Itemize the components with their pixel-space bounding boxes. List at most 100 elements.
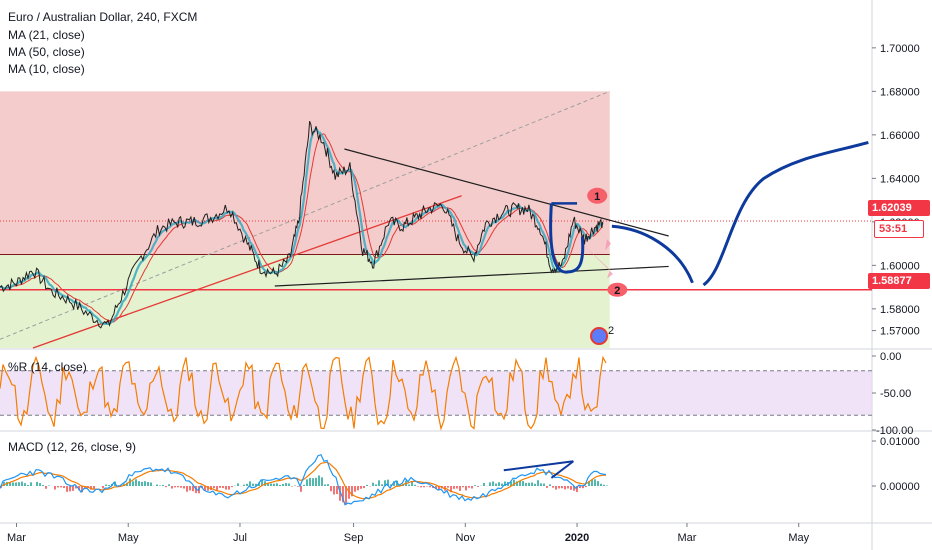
macd-histogram-bar — [204, 486, 206, 491]
macd-histogram-bar — [429, 486, 431, 488]
macd-histogram-bar — [489, 482, 491, 486]
macd-histogram-bar — [129, 478, 131, 486]
descending-trendline — [344, 148, 669, 237]
legend-ma50[interactable]: MA (50, close) — [8, 45, 85, 59]
macd-histogram-bar — [546, 486, 548, 488]
macd-histogram-bar — [216, 486, 218, 491]
macd-histogram-bar — [54, 486, 56, 490]
macd-histogram-bar — [543, 483, 545, 486]
macd-histogram-bar — [519, 480, 521, 486]
macd-histogram-bar — [93, 486, 95, 490]
price-tick-label: 1.60000 — [880, 260, 920, 272]
macd-histogram-bar — [39, 483, 41, 486]
macd-histogram-bar — [408, 484, 410, 486]
macd-histogram-bar — [582, 486, 584, 489]
macd-histogram-bar — [159, 485, 161, 486]
macd-histogram-bar — [348, 486, 350, 499]
macd-histogram-bar — [540, 483, 542, 486]
time-tick-label: Sep — [344, 532, 364, 544]
macd-divergence-lower — [550, 460, 574, 479]
macd-pane-label[interactable]: MACD (12, 26, close, 9) — [8, 440, 137, 454]
macd-histogram-bar — [177, 486, 179, 488]
macd-histogram-bar — [57, 486, 59, 488]
macd-histogram-bar — [66, 486, 68, 492]
macd-histogram-bar — [192, 486, 194, 492]
macd-histogram-bar — [9, 482, 11, 486]
macd-histogram-bar — [504, 481, 506, 486]
macd-histogram-bar — [225, 486, 227, 490]
macd-histogram-bar — [162, 484, 164, 486]
macd-histogram-bar — [63, 486, 65, 489]
macd-line — [0, 453, 607, 506]
williams-pane-label[interactable]: %R (14, close) — [8, 360, 87, 374]
macd-histogram-bar — [453, 486, 455, 489]
macd-histogram-bar — [78, 486, 80, 491]
macd-histogram-bar — [144, 481, 146, 486]
macd-histogram-bar — [108, 484, 110, 486]
macd-histogram-bar — [291, 486, 293, 487]
legend-ma10[interactable]: MA (10, close) — [8, 62, 85, 76]
macd-histogram-bar — [336, 486, 338, 494]
macd-histogram-bar — [147, 482, 149, 486]
price-tick-label: 1.58000 — [880, 304, 920, 316]
macd-histogram-bar — [462, 486, 464, 488]
macd-histogram-bar — [591, 479, 593, 486]
macd-histogram-bar — [381, 484, 383, 486]
macd-histogram-bar — [384, 480, 386, 486]
macd-histogram-bar — [474, 485, 476, 486]
macd-histogram-bar — [552, 486, 554, 488]
macd-histogram-bar — [48, 485, 50, 486]
macd-histogram-bar — [87, 486, 89, 488]
trend-lines — [0, 90, 872, 349]
macd-histogram-bar — [297, 486, 299, 487]
chart-title: Euro / Australian Dollar, 240, FXCM — [8, 10, 198, 24]
countdown-tag: 53:51 — [874, 220, 924, 238]
annotations-layer: 1 2 2 — [503, 141, 869, 479]
cup-pattern — [549, 203, 585, 274]
macd-histogram-bar — [531, 482, 533, 486]
macd-histogram-bar — [213, 486, 215, 489]
macd-histogram-bar — [513, 479, 515, 486]
macd-histogram-bar — [138, 481, 140, 486]
macd-histogram-bar — [156, 484, 158, 486]
macd-histogram-bar — [492, 481, 494, 486]
macd-histogram-bar — [42, 484, 44, 486]
marker-1-label: 1 — [594, 191, 600, 203]
macd-histogram-bar — [525, 482, 527, 486]
time-tick-label: Jul — [233, 532, 247, 544]
macd-histogram-bar — [345, 486, 347, 505]
macd-histogram-bar — [45, 486, 47, 489]
macd-histogram-bar — [561, 486, 563, 489]
macd-histogram-bar — [81, 486, 83, 493]
macd-histogram-bar — [423, 486, 425, 488]
macd-histogram-bar — [18, 482, 20, 486]
macd-histogram-bar — [249, 481, 251, 486]
macd-histogram-bar — [255, 483, 257, 486]
last-price-tag: 1.62039 — [868, 200, 930, 216]
macd-histogram-bar — [576, 486, 578, 493]
macd-histogram-bar — [372, 482, 374, 486]
macd-histogram-bar — [318, 475, 320, 486]
williams-line — [0, 355, 607, 431]
macd-histogram-bar — [498, 482, 500, 486]
macd-histogram-bar — [420, 486, 422, 488]
legend-ma21[interactable]: MA (21, close) — [8, 28, 85, 42]
macd-histogram-bar — [378, 480, 380, 486]
macd-histogram-bar — [588, 481, 590, 486]
macd-histogram-bar — [333, 486, 335, 495]
macd-histogram-bar — [267, 482, 269, 486]
price-axis: 1.700001.680001.660001.640001.620001.600… — [7, 43, 920, 544]
level-price-tag: 1.58877 — [868, 273, 930, 289]
macd-histogram-bar — [549, 484, 551, 486]
macd-histogram-bar — [276, 483, 278, 486]
macd-histogram-bar — [339, 486, 341, 501]
macd-tick-label: 0.01000 — [880, 436, 920, 448]
price-line — [0, 121, 604, 329]
macd-histogram-bar — [516, 481, 518, 486]
price-tick-label: 1.70000 — [880, 43, 920, 55]
macd-histogram-bar — [186, 486, 188, 492]
williams-tick-label: -50.00 — [880, 388, 911, 400]
macd-histogram-bar — [252, 483, 254, 486]
macd-histogram-bar — [600, 483, 602, 486]
